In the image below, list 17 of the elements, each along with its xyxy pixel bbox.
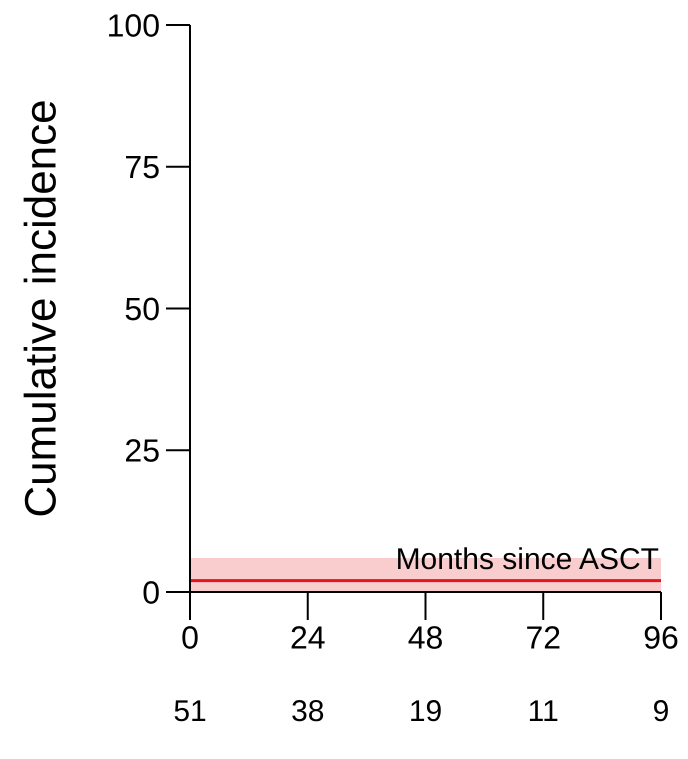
y-tick-label: 100 (106, 7, 160, 44)
x-tick-label: 48 (408, 620, 444, 656)
text: 9 (652, 695, 670, 729)
x-axis-title: Months since ASCT (396, 543, 659, 577)
y-tick-label: 75 (124, 149, 160, 186)
text: 38 (290, 695, 326, 729)
y-tick-label: 50 (124, 290, 160, 327)
text: 51 (172, 695, 208, 729)
y-tick-label: 0 (142, 574, 160, 610)
x-tick-label: 72 (525, 620, 562, 656)
x-tick-label: 0 (181, 620, 199, 656)
x-tick-label: 24 (290, 620, 326, 656)
y-tick-label: 25 (124, 432, 160, 469)
text: 11 (526, 695, 560, 729)
text: 19 (408, 695, 444, 729)
y-axis-title: Cumulative incidence (16, 99, 66, 518)
x-tick-label: 96 (643, 620, 679, 656)
